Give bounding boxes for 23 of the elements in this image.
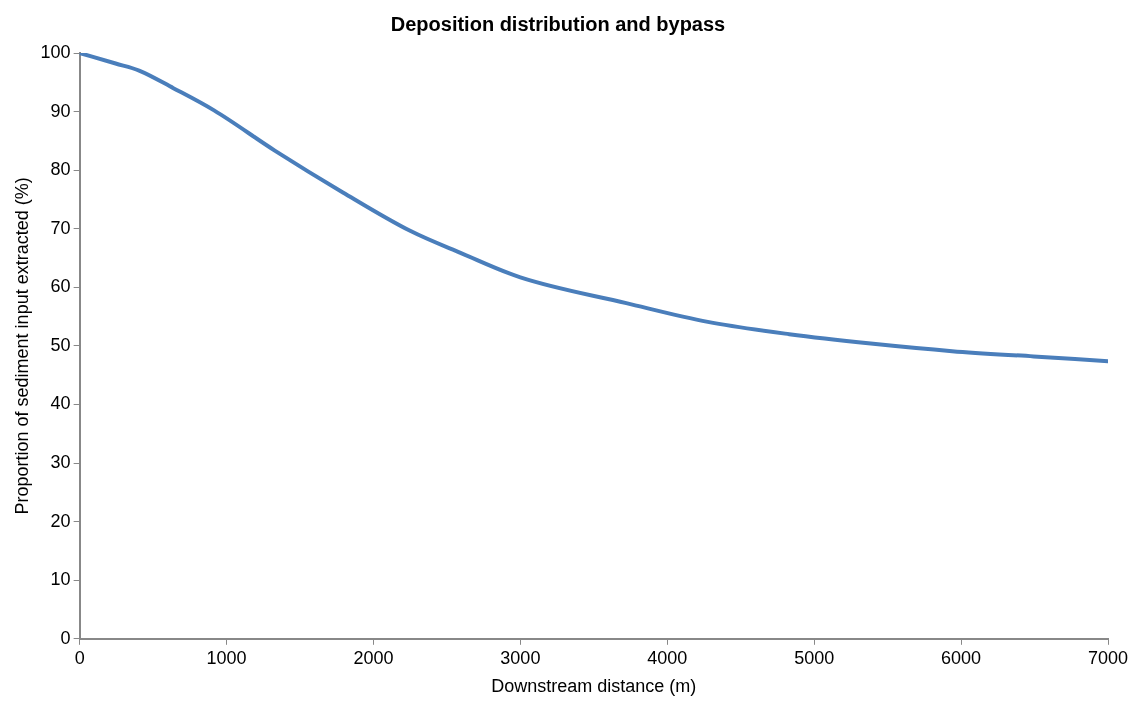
- line-series: [79, 53, 1108, 364]
- y-tick-label: 0: [60, 627, 71, 648]
- y-tick-label: 10: [50, 569, 71, 590]
- y-tick-label: 20: [50, 510, 71, 531]
- x-tick-label: 5000: [794, 647, 835, 668]
- chart-title: Deposition distribution and bypass: [390, 12, 726, 35]
- y-tick-label: 100: [40, 41, 71, 62]
- y-tick-label: 90: [50, 100, 71, 121]
- y-tick-label: 70: [50, 217, 71, 238]
- x-tick-label: 2000: [353, 647, 394, 668]
- x-tick-label: 3000: [500, 647, 541, 668]
- x-tick-label: 4000: [647, 647, 688, 668]
- y-tick-label: 50: [50, 334, 71, 355]
- y-tick-label: 40: [50, 393, 71, 414]
- x-tick-label: 7000: [1087, 647, 1129, 668]
- x-tick-label: 0: [74, 647, 85, 668]
- y-axis-title: Proportion of sediment input extracted (%): [11, 177, 32, 515]
- y-tick-label: 30: [50, 452, 71, 473]
- x-axis-title: Downstream distance (m): [491, 676, 697, 697]
- y-tick-label: 60: [50, 276, 71, 297]
- x-tick-label: 6000: [941, 647, 982, 668]
- y-tick-label: 80: [50, 159, 71, 180]
- x-tick-label: 1000: [206, 647, 247, 668]
